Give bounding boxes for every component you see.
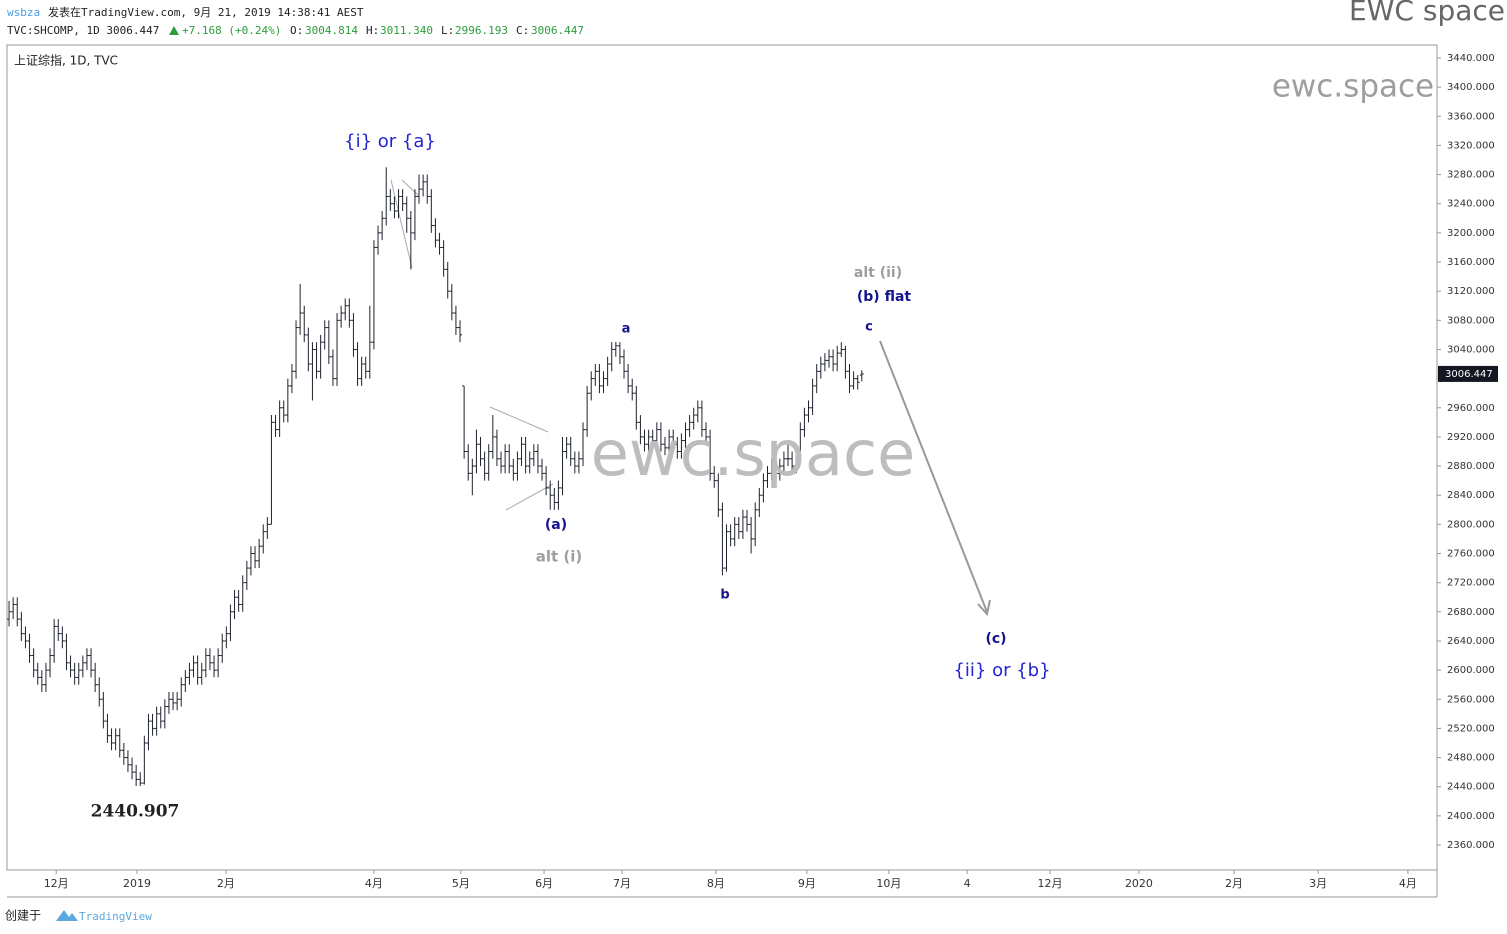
y-tick-label: 2760.000 <box>1447 549 1495 560</box>
y-tick-label: 2560.000 <box>1447 694 1495 705</box>
y-tick-label: 3360.000 <box>1447 111 1495 122</box>
y-tick-label: 2880.000 <box>1447 461 1495 472</box>
trend-line <box>489 406 549 433</box>
y-tick-label: 3200.000 <box>1447 228 1495 239</box>
x-tick-label: 4 <box>964 877 971 890</box>
x-tick-label: 10月 <box>876 877 901 890</box>
annotation: alt (ii) <box>854 265 902 281</box>
trend-line <box>505 483 554 511</box>
footer-logo[interactable]: TradingView <box>79 910 152 923</box>
y-tick-label: 3120.000 <box>1447 286 1495 297</box>
ohlc-value: 2996.193 <box>455 24 508 37</box>
y-tick-label: 3440.000 <box>1447 53 1495 64</box>
annotation: (b) flat <box>857 289 912 305</box>
annotation: a <box>622 322 631 337</box>
x-tick-label: 2月 <box>217 877 235 890</box>
ohlc-value: 3004.814 <box>305 24 358 37</box>
trend-line <box>401 179 419 196</box>
y-tick-label: 2440.000 <box>1447 782 1495 793</box>
y-tick-label: 2640.000 <box>1447 636 1495 647</box>
trend-line <box>390 179 413 269</box>
arrow <box>879 340 991 617</box>
x-tick-label: 4月 <box>1399 877 1417 890</box>
annotation: alt (i) <box>536 548 583 566</box>
y-tick-label: 2680.000 <box>1447 607 1495 618</box>
price-tag <box>1438 365 1498 382</box>
x-tick-label: 8月 <box>707 877 725 890</box>
annotation: {i} or {a} <box>344 131 436 152</box>
x-tick-label: 7月 <box>613 877 631 890</box>
x-tick-label: 5月 <box>452 877 470 890</box>
y-tick-label: 3080.000 <box>1447 315 1495 326</box>
annotation: (a) <box>545 517 567 533</box>
y-tick-label: 3240.000 <box>1447 199 1495 210</box>
price-tag-label: 3006.447 <box>1445 369 1493 380</box>
legend-title: 上证综指, 1D, TVC <box>14 53 118 68</box>
logo-icon[interactable] <box>56 910 78 921</box>
y-tick-label: 3040.000 <box>1447 344 1495 355</box>
y-tick-label: 2360.000 <box>1447 840 1495 851</box>
symbol: TVC:SHCOMP, 1D 3006.447 <box>7 24 159 37</box>
annotation: 2440.907 <box>91 802 180 822</box>
ohlc-key: O: <box>290 24 303 37</box>
annotation: {ii} or {b} <box>953 660 1050 681</box>
published: 发表在TradingView.com, 9月 21, 2019 14:38:41… <box>48 5 364 19</box>
x-tick-label: 2019 <box>123 877 151 890</box>
y-tick-label: 3400.000 <box>1447 82 1495 93</box>
y-tick-label: 2920.000 <box>1447 432 1495 443</box>
y-tick-label: 2960.000 <box>1447 403 1495 414</box>
ohlc-value: 3006.447 <box>531 24 584 37</box>
y-tick-label: 3280.000 <box>1447 170 1495 181</box>
watermark: ewc.space <box>591 417 916 490</box>
ohlc-key: L: <box>441 24 454 37</box>
footer-created: 创建于 <box>5 909 41 923</box>
y-tick-label: 2480.000 <box>1447 753 1495 764</box>
annotation: b <box>720 588 729 603</box>
x-tick-label: 12月 <box>1037 877 1062 890</box>
x-tick-label: 4月 <box>365 877 383 890</box>
annotation: c <box>865 320 873 335</box>
ohlc-value: 3011.340 <box>380 24 433 37</box>
x-tick-label: 2月 <box>1225 877 1243 890</box>
watermark: ewc.space <box>1272 69 1434 105</box>
y-tick-label: 3320.000 <box>1447 140 1495 151</box>
user[interactable]: wsbza <box>7 6 40 19</box>
ohlc-key: H: <box>366 24 379 37</box>
x-tick-label: 12月 <box>44 877 69 890</box>
y-tick-label: 3160.000 <box>1447 257 1495 268</box>
x-tick-label: 6月 <box>535 877 553 890</box>
y-tick-label: 2720.000 <box>1447 578 1495 589</box>
change: +7.168 (+0.24%) <box>182 24 281 37</box>
ohlc-key: C: <box>516 24 529 37</box>
symbol-line: TVC:SHCOMP, 1D 3006.447 +7.168 (+0.24%) … <box>7 24 584 37</box>
y-tick-label: 2600.000 <box>1447 665 1495 676</box>
y-tick-label: 2520.000 <box>1447 723 1495 734</box>
x-tick-label: 3月 <box>1309 877 1327 890</box>
x-tick-label: 2020 <box>1125 877 1153 890</box>
x-tick-label: 9月 <box>798 877 816 890</box>
up-icon <box>169 26 179 35</box>
brand: EWC space <box>1349 0 1505 27</box>
y-tick-label: 2840.000 <box>1447 490 1495 501</box>
annotation: (c) <box>985 631 1006 647</box>
y-tick-label: 2800.000 <box>1447 519 1495 530</box>
y-tick-label: 2400.000 <box>1447 811 1495 822</box>
